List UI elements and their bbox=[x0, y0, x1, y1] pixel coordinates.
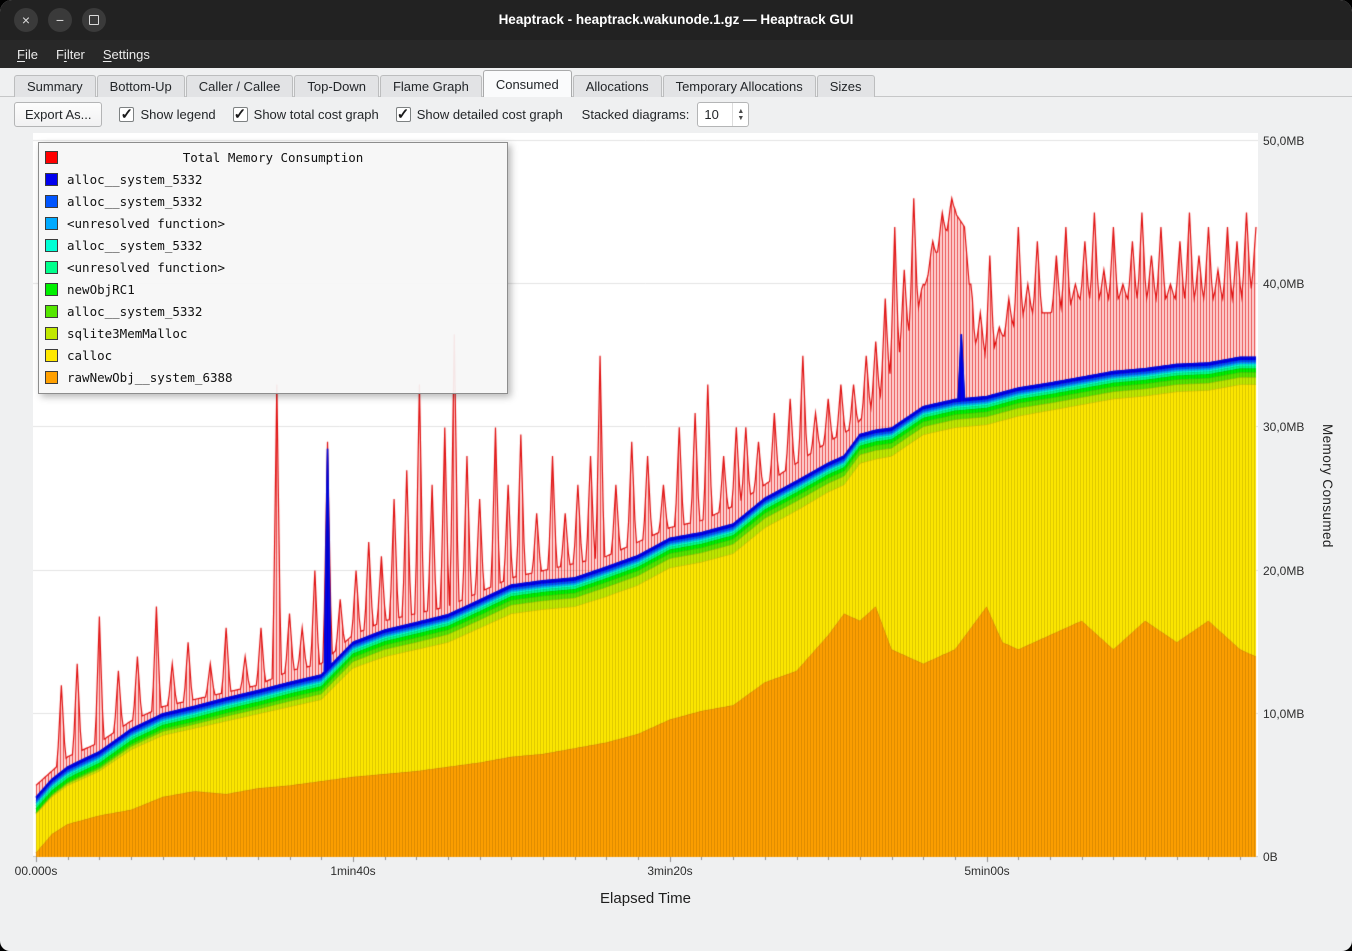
checkbox-icon[interactable] bbox=[233, 107, 248, 122]
menu-filter[interactable]: Filter bbox=[47, 43, 94, 66]
show-total-cost-label: Show total cost graph bbox=[254, 107, 379, 122]
legend-swatch bbox=[45, 327, 58, 340]
tab-bottom-up[interactable]: Bottom-Up bbox=[97, 75, 185, 97]
legend-entry: alloc__system_5332 bbox=[39, 300, 507, 322]
legend-entry: <unresolved function> bbox=[39, 212, 507, 234]
show-detailed-cost-label: Show detailed cost graph bbox=[417, 107, 563, 122]
show-legend-label: Show legend bbox=[140, 107, 215, 122]
legend-entry: alloc__system_5332 bbox=[39, 234, 507, 256]
tab-sizes[interactable]: Sizes bbox=[817, 75, 875, 97]
legend-entry: newObjRC1 bbox=[39, 278, 507, 300]
legend-swatch bbox=[45, 217, 58, 230]
tab-consumed[interactable]: Consumed bbox=[483, 70, 572, 97]
legend-entry: sqlite3MemMalloc bbox=[39, 322, 507, 344]
show-legend-checkbox[interactable]: Show legend bbox=[119, 107, 215, 122]
legend-entry: alloc__system_5332 bbox=[39, 168, 507, 190]
y-axis-title: Memory Consumed bbox=[1320, 424, 1335, 548]
toolbar: Export As... Show legend Show total cost… bbox=[14, 101, 749, 128]
legend-swatch bbox=[45, 173, 58, 186]
window-title: Heaptrack - heaptrack.wakunode.1.gz — He… bbox=[0, 0, 1352, 40]
menu-settings[interactable]: Settings bbox=[94, 43, 159, 66]
y-tick-label: 0B bbox=[1263, 849, 1278, 865]
spin-up-icon[interactable]: ▲ bbox=[737, 108, 744, 115]
menu-file[interactable]: File bbox=[8, 43, 47, 66]
legend-title: Total Memory Consumption bbox=[39, 150, 507, 165]
chart-legend: Total Memory Consumption alloc__system_5… bbox=[38, 142, 508, 394]
x-axis-title: Elapsed Time bbox=[33, 890, 1258, 907]
x-tick-label: 00.000s bbox=[0, 864, 76, 878]
legend-swatch bbox=[45, 239, 58, 252]
y-axis-ticks: 50,0MB 40,0MB 30,0MB 20,0MB 10,0MB 0B bbox=[1263, 133, 1325, 863]
legend-swatch bbox=[45, 371, 58, 384]
legend-swatch bbox=[45, 195, 58, 208]
tab-temporary-allocations[interactable]: Temporary Allocations bbox=[663, 75, 816, 97]
x-tick-label: 3min20s bbox=[630, 864, 710, 878]
y-tick-label: 20,0MB bbox=[1263, 563, 1304, 579]
titlebar: × − Heaptrack - heaptrack.wakunode.1.gz … bbox=[0, 0, 1352, 40]
legend-label: alloc__system_5332 bbox=[67, 172, 202, 187]
tab-bar: Summary Bottom-Up Caller / Callee Top-Do… bbox=[14, 70, 876, 97]
export-as-button[interactable]: Export As... bbox=[14, 102, 102, 127]
x-tick-label: 5min00s bbox=[947, 864, 1027, 878]
spin-down-icon[interactable]: ▼ bbox=[737, 115, 744, 122]
legend-entry: alloc__system_5332 bbox=[39, 190, 507, 212]
legend-entry: calloc bbox=[39, 344, 507, 366]
legend-label: <unresolved function> bbox=[67, 260, 225, 275]
tab-allocations[interactable]: Allocations bbox=[573, 75, 662, 97]
legend-swatch bbox=[45, 261, 58, 274]
stacked-diagrams-label: Stacked diagrams: bbox=[582, 107, 690, 122]
x-axis-ticks: 00.000s 1min40s 3min20s 5min00s bbox=[33, 864, 1258, 882]
y-tick-label: 10,0MB bbox=[1263, 706, 1304, 722]
stacked-diagrams-input[interactable] bbox=[698, 103, 732, 126]
legend-label: calloc bbox=[67, 348, 112, 363]
legend-label: alloc__system_5332 bbox=[67, 238, 202, 253]
tab-flame-graph[interactable]: Flame Graph bbox=[380, 75, 482, 97]
heaptrack-window: × − Heaptrack - heaptrack.wakunode.1.gz … bbox=[0, 0, 1352, 951]
legend-label: rawNewObj__system_6388 bbox=[67, 370, 233, 385]
legend-swatch bbox=[45, 349, 58, 362]
spinbox-arrows: ▲▼ bbox=[732, 103, 748, 126]
legend-label: alloc__system_5332 bbox=[67, 194, 202, 209]
legend-swatch bbox=[45, 283, 58, 296]
legend-label: alloc__system_5332 bbox=[67, 304, 202, 319]
chart-area: Total Memory Consumption alloc__system_5… bbox=[33, 133, 1258, 863]
legend-title-row: Total Memory Consumption bbox=[39, 146, 507, 168]
y-tick-label: 50,0MB bbox=[1263, 133, 1304, 149]
legend-entry: rawNewObj__system_6388 bbox=[39, 366, 507, 388]
legend-label: <unresolved function> bbox=[67, 216, 225, 231]
y-tick-label: 40,0MB bbox=[1263, 276, 1304, 292]
show-detailed-cost-checkbox[interactable]: Show detailed cost graph bbox=[396, 107, 563, 122]
menubar: File Filter Settings bbox=[0, 40, 1352, 68]
x-tick-label: 1min40s bbox=[313, 864, 393, 878]
legend-label: sqlite3MemMalloc bbox=[67, 326, 187, 341]
show-total-cost-checkbox[interactable]: Show total cost graph bbox=[233, 107, 379, 122]
tab-caller-callee[interactable]: Caller / Callee bbox=[186, 75, 294, 97]
legend-entry: <unresolved function> bbox=[39, 256, 507, 278]
checkbox-icon[interactable] bbox=[396, 107, 411, 122]
y-tick-label: 30,0MB bbox=[1263, 419, 1304, 435]
legend-label: newObjRC1 bbox=[67, 282, 135, 297]
tab-summary[interactable]: Summary bbox=[14, 75, 96, 97]
checkbox-icon[interactable] bbox=[119, 107, 134, 122]
stacked-diagrams-spinbox[interactable]: ▲▼ bbox=[697, 102, 749, 127]
tab-top-down[interactable]: Top-Down bbox=[294, 75, 379, 97]
legend-swatch bbox=[45, 305, 58, 318]
legend-swatch-total bbox=[45, 151, 58, 164]
